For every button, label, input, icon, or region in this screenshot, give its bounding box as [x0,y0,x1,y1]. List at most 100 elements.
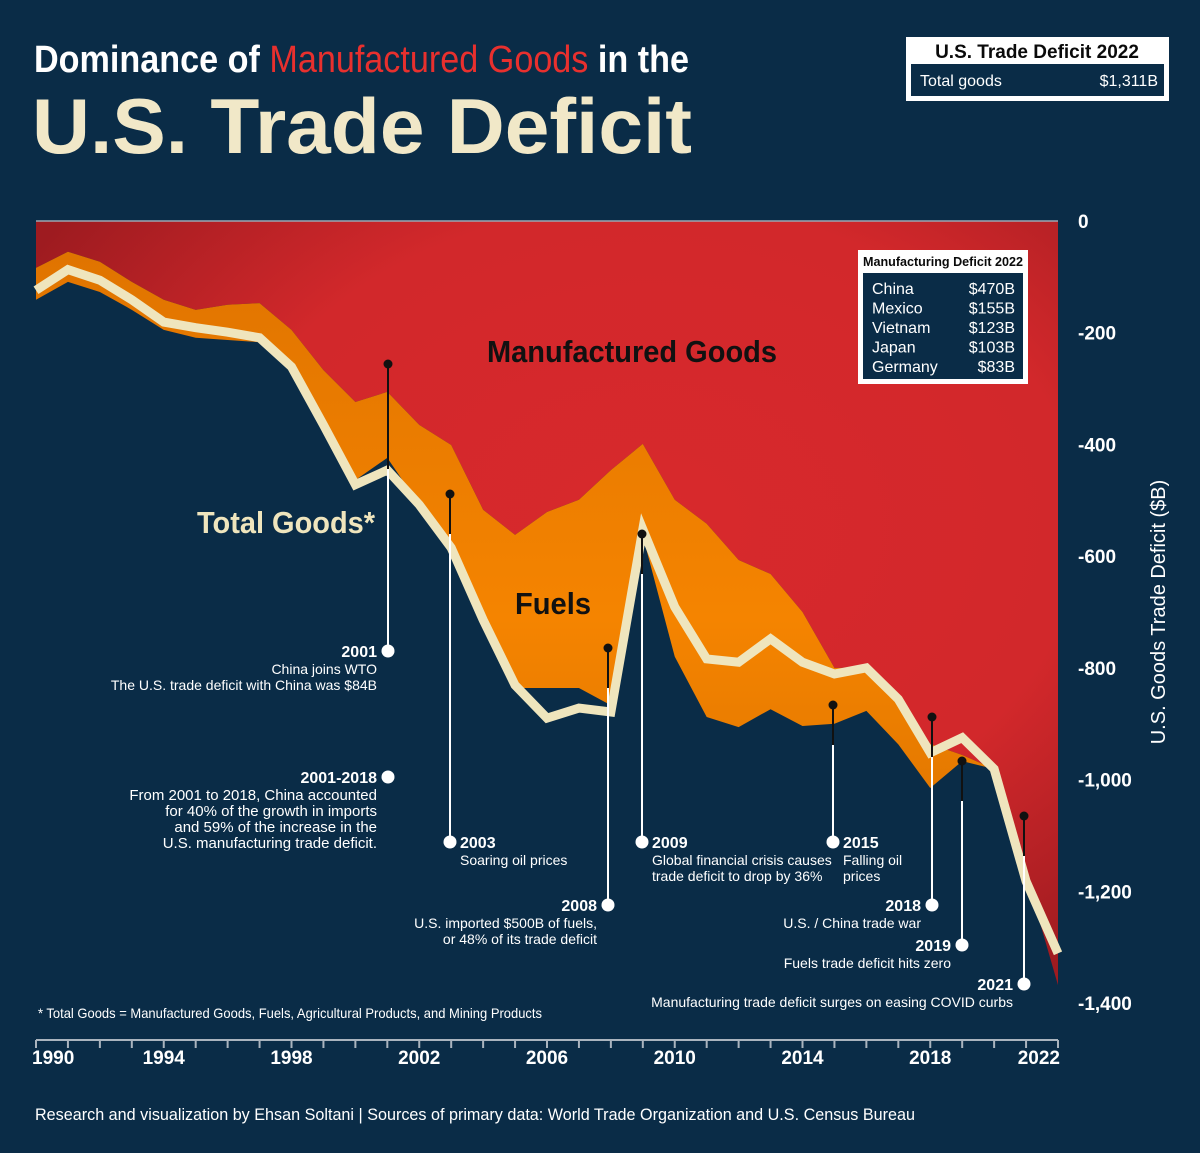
title-suffix: in the [588,39,689,81]
annotation-pin-dot [383,359,393,369]
y-tick-label: -200 [1078,324,1116,345]
annotation-text: Soaring oil prices [460,852,567,868]
y-tick-label: -1,200 [1078,882,1132,903]
annotation-year: 2021 [977,977,1013,994]
y-axis-title: U.S. Goods Trade Deficit ($B) [1148,480,1170,745]
y-tick-label: -800 [1078,659,1116,680]
footnote: * Total Goods = Manufactured Goods, Fuel… [38,1005,542,1021]
plot-area: Manufactured Goods Fuels Total Goods* 0 -200… [32,212,1170,1069]
annotation-year: 2001 [341,644,377,661]
manufacturing-row-value: $83B [978,359,1015,376]
annotation-marker [925,898,939,912]
annotation-text: U.S. / China trade war [783,915,921,931]
annotation-text: and 59% of the increase in the [174,819,377,836]
manufacturing-row-country: China [872,281,914,298]
manufacturing-box-title: Manufacturing Deficit 2022 [863,254,1023,269]
annotation-pin-dot [957,756,967,766]
annotation-text: for 40% of the growth in imports [165,803,377,820]
annotation-marker [1017,977,1031,991]
annotation-year: 2009 [652,835,688,852]
x-tick-label: 2018 [909,1048,951,1069]
annotation-text: Falling oil [843,852,902,868]
annotation-text: prices [843,868,880,884]
manufacturing-row-country: Vietnam [872,320,930,337]
x-tick-label: 2006 [526,1048,568,1069]
title-line2: U.S. Trade Deficit [32,82,692,170]
annotation-marker [826,835,840,849]
annotation-marker [635,835,649,849]
x-tick-label: 2022 [1018,1048,1060,1069]
fuels-area [36,251,1058,986]
title-prefix: Dominance of [34,39,269,81]
annotation-year: 2001-2018 [300,770,377,787]
annotation-text: U.S. manufacturing trade deficit. [163,835,377,852]
y-tick-label: -1,400 [1078,994,1132,1015]
annotation-marker [381,770,395,784]
annotation-marker [443,835,457,849]
manufacturing-row-country: Mexico [872,301,923,318]
annotation-pin-dot [1019,811,1029,821]
annotation-text: China joins WTO [271,661,377,677]
annotation-text: Global financial crisis causes [652,852,832,868]
summary-box: U.S. Trade Deficit 2022 Total goods $1,3… [906,37,1169,101]
manufacturing-row-value: $155B [969,301,1015,318]
annotation-text: The U.S. trade deficit with China was $8… [111,677,377,693]
annotation-pin-dot [927,712,937,722]
annotation-year: 2003 [460,835,496,852]
title-highlight: Manufactured Goods [269,39,588,81]
annotation-marker [381,644,395,658]
summary-box-label: Total goods [920,73,1002,90]
annotation-text: trade deficit to drop by 36% [652,868,822,884]
summary-box-title: U.S. Trade Deficit 2022 [935,42,1139,63]
y-tick-label: -400 [1078,435,1116,456]
total-goods-line [33,264,1063,956]
annotation-marker [601,898,615,912]
annotation-pin-dot [828,700,838,710]
annotation-year: 2008 [561,898,597,915]
annotation-marker [955,938,969,952]
annotation-text: or 48% of its trade deficit [443,931,597,947]
x-tick-label: 1994 [143,1048,186,1069]
annotation-year: 2019 [915,938,951,955]
manufacturing-row-country: Germany [872,359,938,376]
annotation-pin-dot [445,489,455,499]
x-tick-label: 1998 [270,1048,312,1069]
annotation-year: 2015 [843,835,879,852]
annotation-pin-dot [603,643,613,653]
annotation-text: From 2001 to 2018, China accounted [129,787,377,804]
credits: Research and visualization by Ehsan Solt… [35,1105,915,1124]
annotation-text: Manufacturing trade deficit surges on ea… [651,994,1013,1010]
manufacturing-row-value: $123B [969,320,1015,337]
y-tick-label: 0 [1078,212,1089,233]
x-tick-label: 2002 [398,1048,440,1069]
manufactured-goods-label: Manufactured Goods [487,334,777,369]
manufacturing-row-value: $103B [969,340,1015,357]
annotation-year: 2018 [885,898,921,915]
summary-box-value: $1,311B [1100,73,1158,90]
y-tick-label: -1,000 [1078,771,1132,792]
title-line1: Dominance of Manufactured Goods in the [34,39,689,81]
x-tick-label: 2014 [781,1048,824,1069]
manufactured-goods-area [36,221,1058,986]
y-tick-label: -600 [1078,547,1116,568]
manufacturing-deficit-box: Manufacturing Deficit 2022 China $470B Mex… [858,250,1028,384]
manufacturing-row-value: $470B [969,281,1015,298]
x-tick-label: 2010 [654,1048,696,1069]
manufacturing-row-country: Japan [872,340,916,357]
annotation-text: U.S. imported $500B of fuels, [414,915,597,931]
total-goods-label: Total Goods* [197,505,376,540]
fuels-label: Fuels [515,586,591,621]
annotation-pin-dot [637,529,647,539]
annotation-text: Fuels trade deficit hits zero [784,955,952,971]
x-tick-label: 1990 [32,1048,74,1069]
